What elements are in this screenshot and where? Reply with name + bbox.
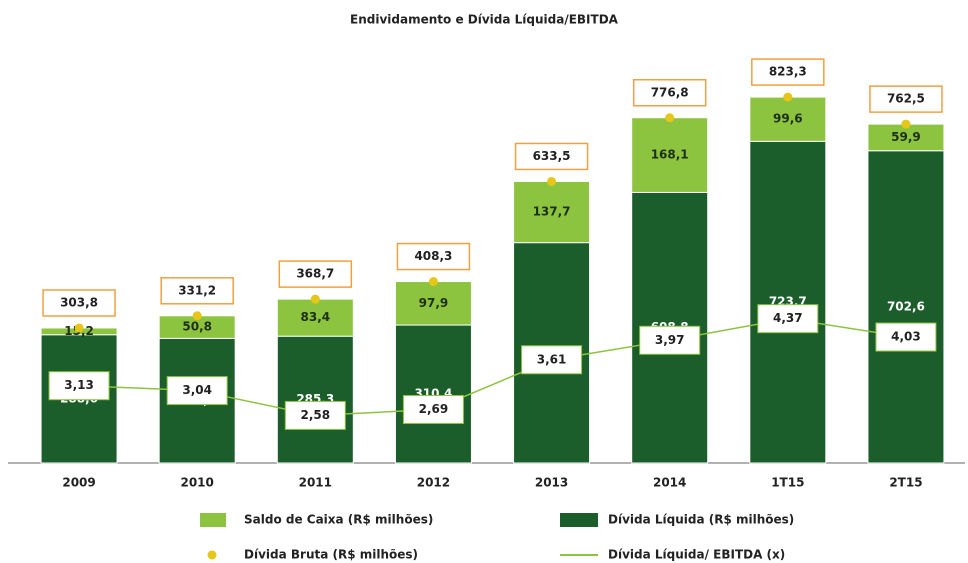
bar-segment [749, 140, 827, 464]
ratio-box [402, 394, 464, 424]
legend-swatch [200, 513, 226, 527]
bar-value-label: 137,7 [533, 205, 571, 219]
ratio-box [875, 322, 937, 352]
dot [192, 311, 202, 321]
x-tick-label: 2013 [535, 476, 568, 490]
x-tick-label: 2011 [299, 476, 332, 490]
legend-swatch [560, 513, 598, 527]
ratio-box [48, 371, 110, 401]
ratio-box [639, 325, 701, 355]
dot [428, 277, 438, 287]
ratio-value-label: 3,04 [182, 383, 212, 397]
x-tick-label: 2010 [180, 476, 213, 490]
dot [901, 119, 911, 129]
label-box [751, 58, 825, 86]
dot-value-label: 823,3 [769, 65, 807, 79]
bar-value-label: 168,1 [651, 148, 689, 162]
ratio-value-label: 2,69 [419, 402, 449, 416]
ratio-value-label: 3,13 [64, 378, 94, 392]
dot-value-label: 408,3 [414, 249, 452, 263]
bar-segment [867, 150, 945, 464]
label-box [632, 79, 707, 107]
bar-segment [513, 180, 591, 244]
x-tick-label: 2014 [653, 476, 686, 490]
chart-title: Endividamento e Dívida Líquida/EBITDA [350, 13, 619, 27]
x-tick-label: 2009 [62, 476, 95, 490]
bar-value-label: 702,6 [887, 299, 925, 313]
x-tick-label: 2012 [417, 476, 450, 490]
dot-value-label: 368,7 [296, 267, 334, 281]
dot-value-label: 303,8 [60, 295, 98, 309]
dot [783, 92, 793, 102]
label-box [869, 85, 943, 113]
label-box [514, 142, 589, 171]
ratio-value-label: 3,61 [537, 352, 567, 366]
dot [310, 294, 320, 304]
ratio-box [284, 400, 346, 430]
ratio-value-label: 4,37 [773, 311, 803, 325]
dot-value-label: 762,5 [887, 92, 925, 106]
label-box [42, 289, 116, 317]
legend-label: Dívida Líquida (R$ milhões) [608, 513, 794, 527]
dot-value-label: 633,5 [533, 149, 571, 163]
bar-value-label: 97,9 [419, 296, 449, 310]
bar-segment [631, 117, 709, 193]
ratio-value-label: 3,97 [655, 333, 685, 347]
bar-value-label: 59,9 [891, 130, 921, 144]
dot-value-label: 331,2 [178, 283, 216, 297]
label-box [278, 260, 353, 288]
ratio-value-label: 2,58 [301, 408, 331, 422]
ratio-value-label: 4,03 [891, 330, 921, 344]
bar-value-label: 50,8 [182, 320, 212, 334]
legend-label: Saldo de Caixa (R$ milhões) [244, 513, 433, 527]
x-tick-label: 1T15 [771, 476, 804, 490]
x-tick-label: 2T15 [889, 476, 922, 490]
ratio-box [757, 304, 819, 334]
bar-segment [276, 298, 354, 337]
dot [547, 176, 557, 186]
label-box [396, 242, 471, 271]
bar-value-label: 83,4 [301, 310, 331, 324]
legend-label: Dívida Líquida/ EBITDA (x) [608, 548, 785, 562]
bar-segment [749, 96, 827, 142]
bar-value-label: 99,6 [773, 112, 803, 126]
dot-value-label: 776,8 [651, 85, 689, 99]
legend-label: Dívida Bruta (R$ milhões) [244, 548, 418, 562]
dot [74, 323, 84, 333]
legend-swatch [207, 550, 217, 560]
ratio-box [521, 345, 583, 375]
bar-segment [394, 281, 472, 326]
ratio-box [166, 376, 228, 406]
dot [665, 113, 675, 123]
label-box [160, 277, 234, 305]
